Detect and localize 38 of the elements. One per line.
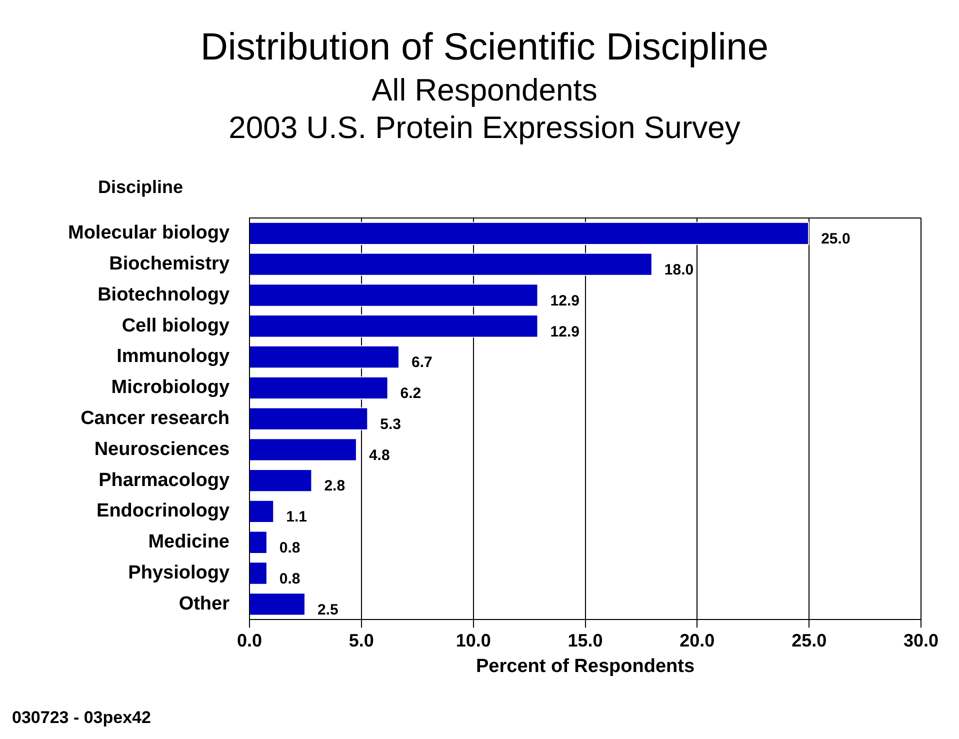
y-tick-label: Endocrinology — [96, 500, 230, 522]
data-label: 25.0 — [821, 230, 850, 248]
x-tick-label: 15.0 — [568, 630, 603, 650]
x-tick-label: 30.0 — [903, 630, 939, 650]
y-tick-label: Cancer research — [80, 408, 230, 430]
y-tick-label: Biochemistry — [109, 254, 230, 275]
text: 030723 - 03pex42 — [12, 708, 152, 728]
x-tick-label: 20.0 — [680, 630, 715, 650]
data-label: 2.8 — [324, 478, 346, 495]
x-tick-label: 0.0 — [237, 630, 262, 650]
y-tick-label: Medicine — [148, 532, 230, 553]
x-tick-label: 5.0 — [348, 630, 374, 650]
data-label: 12.9 — [550, 292, 580, 310]
chart-subtitle: All Respondents 2003 U.S. Protein Expression Survey — [228, 72, 741, 145]
data-label: 2.5 — [317, 601, 338, 618]
y-axis-title: Discipline — [98, 176, 184, 197]
x-tick-label: 10.0 — [456, 630, 491, 650]
data-label: 5.3 — [380, 416, 402, 433]
chart-title: Distribution of Scientific Discipline — [200, 26, 769, 68]
y-tick-label: Physiology — [128, 562, 230, 584]
y-tick-label: Other — [178, 593, 230, 614]
data-label: 1.1 — [286, 508, 307, 526]
y-tick-label: Neurosciences — [94, 438, 230, 460]
x-axis-title: Percent of Respondents — [476, 656, 695, 677]
y-tick-label: Molecular biology — [68, 222, 230, 244]
data-label: 4.8 — [368, 446, 390, 464]
y-tick-label: Cell biology — [122, 315, 230, 336]
data-label: 0.8 — [279, 570, 300, 588]
y-tick-label: Pharmacology — [98, 470, 230, 491]
y-tick-label: Biotechnology — [98, 284, 230, 306]
y-tick-label: Microbiology — [111, 377, 230, 398]
x-tick-label: 25.0 — [792, 630, 827, 650]
data-label: 6.2 — [400, 385, 422, 402]
data-label: 12.9 — [550, 323, 580, 340]
y-tick-label: Immunology — [116, 346, 230, 368]
data-label: 18.0 — [664, 261, 694, 278]
data-label: 6.7 — [411, 354, 432, 372]
data-label: 0.8 — [279, 540, 300, 557]
